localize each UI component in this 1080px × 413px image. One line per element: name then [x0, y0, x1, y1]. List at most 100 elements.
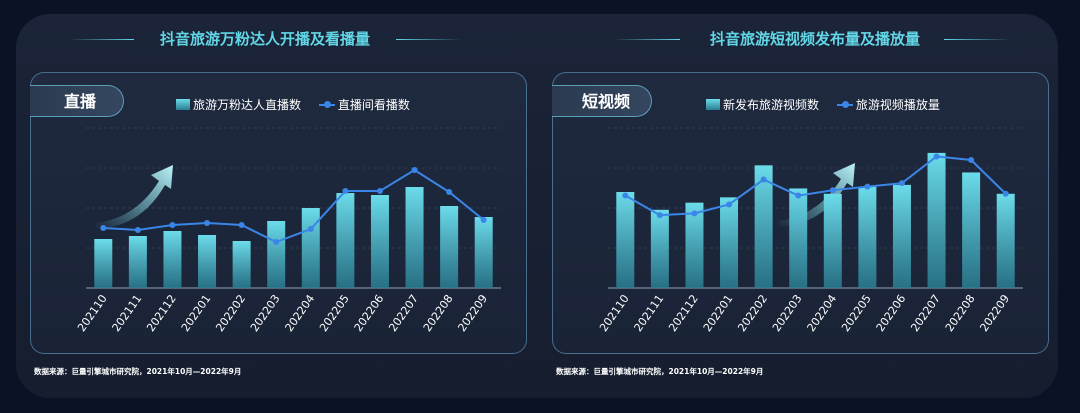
- line-point: [238, 222, 245, 228]
- livestream-chart: 202110 202111 202112 202201 202202 202203 2022…: [75, 127, 501, 334]
- livestream-panel: 直播 旅游万粉达人直播数 直播间看播数 202110 202111 202112 20…: [30, 72, 527, 354]
- short-video-panel: 短视频 新发布旅游视频数 旅游视频播放量 202110 202111 202112 2…: [552, 72, 1049, 354]
- bar: [892, 184, 911, 288]
- livestream-legend: 旅游万粉达人直播数 直播间看播数: [176, 96, 424, 113]
- line-point: [968, 157, 975, 163]
- legend-item-line: 直播间看播数: [318, 96, 410, 113]
- legend-item-bars: 新发布旅游视频数: [706, 96, 819, 113]
- line-point: [100, 225, 107, 231]
- right-chart-heading: 抖音旅游短视频发布量及播放量: [709, 30, 920, 48]
- x-tick-label: 202207: [386, 292, 421, 334]
- line-point: [656, 212, 663, 219]
- livestream-tag: 直播: [30, 85, 124, 117]
- bar: [789, 188, 808, 288]
- short-video-tag: 短视频: [552, 85, 652, 117]
- bar: [198, 235, 217, 288]
- line-point: [411, 167, 418, 173]
- line-point: [760, 176, 767, 183]
- x-tick-label: 202205: [317, 292, 352, 334]
- bar: [405, 187, 424, 288]
- right-title-line-right: [944, 39, 1012, 40]
- x-tick-label: 202208: [943, 292, 978, 334]
- line-point: [933, 153, 940, 160]
- bar: [128, 236, 147, 288]
- x-tick-label: 202112: [144, 292, 179, 334]
- line-point: [898, 180, 905, 187]
- right-title-line-left: [612, 39, 680, 40]
- line-point: [864, 183, 871, 190]
- bar: [616, 192, 635, 288]
- x-tick-label: 202111: [110, 292, 145, 334]
- line-point: [622, 192, 629, 199]
- line-point: [134, 227, 141, 233]
- bar-swatch: [706, 99, 720, 110]
- line-swatch: [318, 99, 335, 110]
- bar: [996, 193, 1015, 288]
- x-tick-label: 202204: [805, 292, 840, 334]
- bar: [301, 208, 320, 288]
- series-line: [103, 168, 485, 244]
- bar: [754, 165, 773, 288]
- bar: [650, 209, 669, 288]
- bar: [927, 152, 946, 288]
- x-tick-label: 202206: [874, 292, 909, 334]
- line-point: [273, 239, 280, 245]
- bar: [370, 195, 389, 288]
- x-tick-label: 202202: [735, 292, 770, 334]
- x-tick-label: 202209: [977, 292, 1012, 334]
- bar: [267, 221, 286, 288]
- bar: [336, 193, 355, 288]
- line-point: [169, 222, 176, 228]
- legend-label-bars: 新发布旅游视频数: [723, 98, 820, 112]
- x-tick-label: 202110: [597, 292, 632, 334]
- data-source-note: 数据来源：巨量引擎城市研究院，2021年10月—2022年9月: [556, 367, 764, 376]
- bar: [720, 197, 739, 288]
- line-point: [376, 188, 383, 194]
- line-point: [829, 187, 836, 194]
- line-point: [1002, 190, 1009, 197]
- short-video-legend: 新发布旅游视频数 旅游视频播放量: [706, 96, 954, 113]
- x-tick-label: 202205: [839, 292, 874, 334]
- x-tick-label: 202202: [213, 292, 248, 334]
- legend-label-line: 直播间看播数: [337, 98, 410, 112]
- line-point: [691, 210, 698, 217]
- bar: [858, 186, 877, 288]
- x-tick-label: 202209: [455, 292, 490, 334]
- line-swatch: [836, 99, 853, 110]
- legend-label-line: 旅游视频播放量: [855, 98, 940, 112]
- x-tick-label: 202208: [421, 292, 456, 334]
- bar: [685, 202, 704, 288]
- bar: [163, 231, 182, 288]
- left-chart-heading: 抖音旅游万粉达人开播及看播量: [159, 30, 370, 48]
- x-tick-label: 202203: [248, 292, 283, 334]
- data-source-note: 数据来源：巨量引擎城市研究院，2021年10月—2022年9月: [34, 367, 242, 376]
- trend-arrow-icon: [778, 163, 855, 227]
- bar: [962, 172, 981, 288]
- x-tick-label: 202111: [632, 292, 667, 334]
- bar: [823, 193, 842, 288]
- bar: [440, 206, 459, 288]
- bar: [232, 241, 251, 288]
- x-tick-label: 202203: [770, 292, 805, 334]
- left-title-line-left: [68, 39, 134, 40]
- line-point: [342, 188, 349, 194]
- line-point: [446, 189, 453, 195]
- line-point: [795, 192, 802, 199]
- left-title-line-right: [396, 39, 462, 40]
- x-tick-label: 202201: [179, 292, 214, 334]
- x-tick-label: 202201: [701, 292, 736, 334]
- line-point: [204, 220, 211, 226]
- legend-item-bars: 旅游万粉达人直播数: [176, 96, 301, 113]
- bar-swatch: [176, 99, 190, 110]
- bar: [94, 239, 113, 288]
- line-point: [480, 217, 487, 223]
- line-point: [726, 201, 733, 208]
- legend-label-bars: 旅游万粉达人直播数: [193, 98, 302, 112]
- bar: [474, 217, 493, 288]
- x-tick-label: 202207: [908, 292, 943, 334]
- x-tick-label: 202206: [352, 292, 387, 334]
- line-point: [307, 226, 314, 232]
- legend-item-line: 旅游视频播放量: [836, 96, 940, 113]
- x-tick-label: 202110: [75, 292, 110, 334]
- series-line: [624, 155, 1007, 217]
